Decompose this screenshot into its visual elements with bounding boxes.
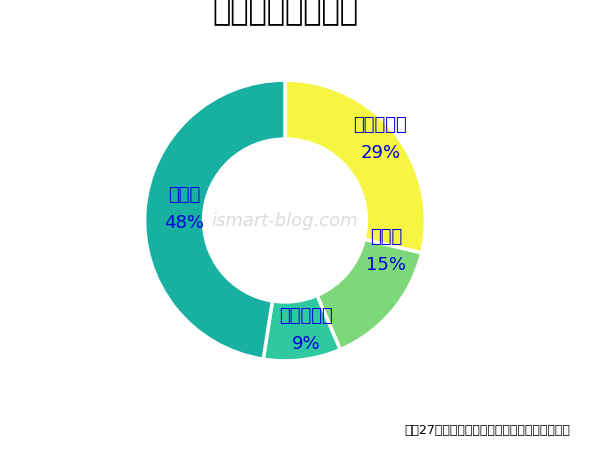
Text: 29%: 29% [361,144,401,162]
Wedge shape [285,80,425,253]
Text: 9%: 9% [292,335,320,353]
Title: 日本人の死亡原因: 日本人の死亡原因 [212,0,358,26]
Wedge shape [145,80,285,359]
Text: 15%: 15% [366,256,406,274]
Text: 48%: 48% [164,214,204,232]
Text: 悪性新生物: 悪性新生物 [353,116,407,134]
Wedge shape [263,295,340,361]
Text: ismart-blog.com: ismart-blog.com [212,212,358,230]
Text: その他: その他 [168,186,200,204]
Wedge shape [317,239,422,350]
Text: 平成27年人口動態統計（厚生労働省）より作成: 平成27年人口動態統計（厚生労働省）より作成 [404,423,570,436]
Text: 脳血管疾患: 脳血管疾患 [279,307,333,325]
Text: 心疾患: 心疾患 [370,228,402,246]
